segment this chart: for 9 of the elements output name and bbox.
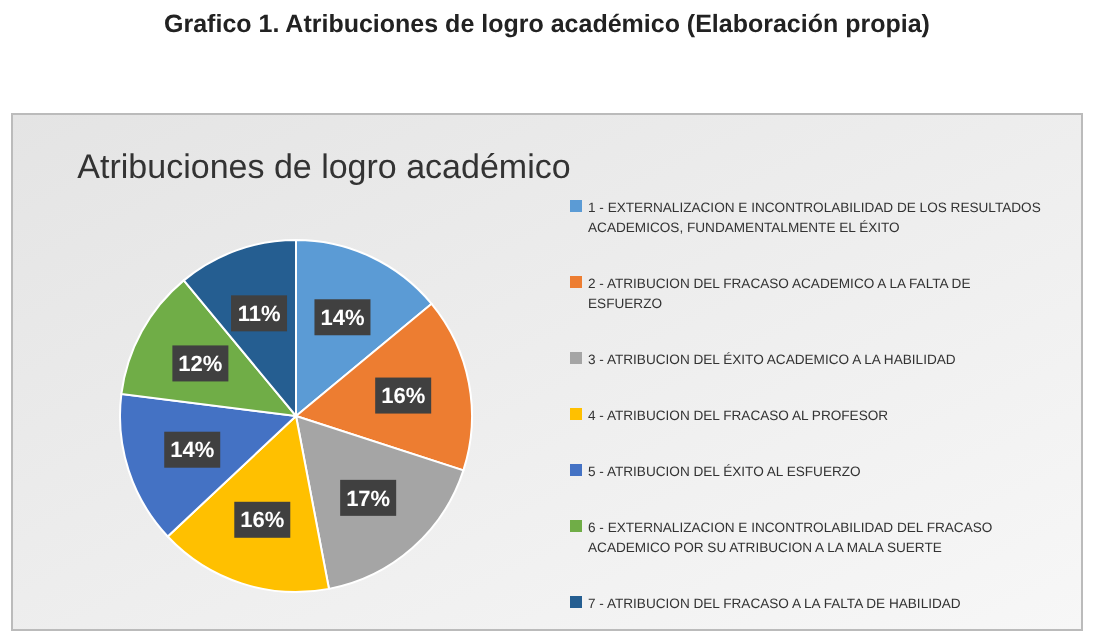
chart-title: Atribuciones de logro académico [77,148,571,186]
data-label: 16% [381,385,426,410]
data-label: 17% [346,487,391,512]
data-label: 12% [178,353,223,378]
data-label: 16% [240,509,285,534]
data-label: 14% [320,306,365,331]
data-label: 14% [170,439,215,464]
text: Grafico 1. Atribuciones de logro académico (Elaboración propia) [164,10,930,38]
data-label: 11% [237,303,281,328]
